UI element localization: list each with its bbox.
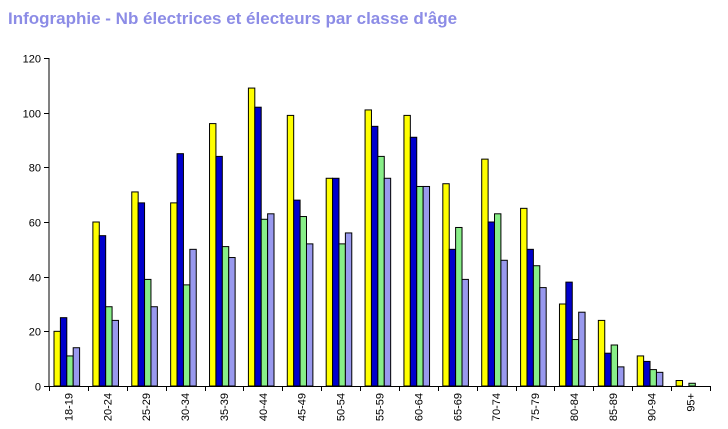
y-tick-label: 100: [23, 109, 41, 121]
bar-55-59-series-4: [383, 177, 392, 387]
bar-85-89-series-1: [597, 319, 606, 387]
bar-35-39-series-4: [228, 257, 236, 387]
bar-70-74-series-2: [487, 221, 496, 387]
bar-18-19-series-4: [72, 347, 81, 387]
bar-35-39-series-3: [221, 246, 230, 387]
bar-85-89-series-2: [604, 352, 612, 387]
bar-65-69-series-1: [442, 183, 450, 387]
x-tick-label-80-84: 80-84: [569, 393, 581, 421]
y-tick-label: 0: [35, 382, 41, 394]
bar-45-49-series-4: [305, 243, 314, 387]
y-tick-label: 80: [29, 163, 41, 175]
bar-60-64-series-3: [416, 185, 424, 387]
bar-55-59-series-2: [370, 125, 379, 387]
bar-55-59-series-3: [377, 155, 385, 387]
bar-18-19-series-2: [59, 317, 68, 387]
bar-60-64-series-4: [422, 185, 431, 387]
bar-35-39-series-2: [215, 155, 223, 387]
bar-75-79-series-3: [532, 265, 541, 387]
bar-50-54-series-2: [332, 177, 340, 387]
x-tick-label-40-44: 40-44: [258, 393, 270, 421]
bar-75-79-series-2: [526, 248, 534, 387]
bar-35-39-series-1: [209, 123, 217, 387]
bar-50-54-series-3: [338, 243, 346, 387]
bar-85-89-series-4: [617, 366, 625, 387]
chart-title: Infographie - Nb électrices et électeurs…: [8, 9, 458, 28]
y-tick-label: 20: [29, 327, 41, 339]
bar-30-34-series-3: [182, 284, 191, 387]
x-tick-label-25-29: 25-29: [141, 393, 153, 421]
bar-75-79-series-1: [520, 207, 528, 387]
bar-70-74-series-1: [481, 158, 489, 387]
x-tick-label-85-89: 85-89: [608, 393, 620, 421]
bar-75-79-series-4: [539, 287, 547, 387]
bar-25-29-series-4: [150, 306, 158, 387]
bar-80-84-series-1: [558, 303, 567, 387]
bar-40-44-series-3: [260, 218, 269, 387]
x-axis-ticks: 18-19 20-24 25-29 30-34 35-39 40-44 45-49 50-54…: [49, 386, 711, 421]
bar-65-69-series-4: [461, 278, 469, 387]
x-tick-label-50-54: 50-54: [336, 393, 348, 421]
bar-80-84-series-3: [571, 339, 580, 387]
bar-80-84-series-4: [578, 311, 586, 387]
bar-60-64-series-1: [403, 114, 411, 387]
x-tick-label-60-64: 60-64: [413, 393, 425, 421]
y-axis-ticks: 0 20 40 60 80 100 120: [23, 54, 49, 394]
x-tick-label-75-79: 75-79: [530, 393, 542, 421]
bar-40-44-series-4: [267, 213, 275, 387]
bar-45-49-series-1: [286, 114, 295, 387]
bar-45-49-series-2: [293, 199, 301, 387]
bar-30-34-series-1: [170, 202, 178, 387]
bar-60-64-series-2: [409, 136, 418, 387]
y-tick-label: 60: [29, 218, 41, 230]
bar-70-74-series-4: [500, 259, 508, 387]
x-tick-label-95+: 95+: [686, 393, 698, 412]
bar-90-94-series-2: [643, 360, 651, 387]
bar-50-54-series-1: [325, 177, 334, 387]
bar-18-19-series-3: [66, 355, 74, 387]
bar-20-24-series-4: [111, 319, 119, 387]
bar-90-94-series-4: [655, 371, 664, 387]
bar-40-44-series-2: [254, 106, 262, 387]
bar-95+-series-1: [675, 380, 684, 387]
bar-40-44-series-1: [247, 87, 256, 387]
bar-20-24-series-2: [98, 235, 107, 387]
bar-20-24-series-1: [92, 221, 100, 387]
bar-70-74-series-3: [494, 213, 502, 387]
bar-30-34-series-2: [176, 153, 184, 387]
bar-25-29-series-3: [144, 278, 152, 387]
x-tick-label-30-34: 30-34: [180, 393, 192, 421]
bar-30-34-series-4: [189, 248, 197, 387]
bar-95+-series-3: [688, 382, 696, 387]
bar-50-54-series-4: [344, 232, 353, 387]
bar-20-24-series-3: [105, 306, 113, 387]
x-tick-label-65-69: 65-69: [452, 393, 464, 421]
bar-55-59-series-1: [364, 109, 372, 387]
bar-25-29-series-1: [131, 191, 139, 387]
x-tick-label-45-49: 45-49: [297, 393, 309, 421]
x-tick-label-18-19: 18-19: [63, 393, 75, 421]
x-tick-label-90-94: 90-94: [647, 393, 659, 421]
bar-65-69-series-2: [448, 248, 457, 387]
y-tick-label: 40: [29, 273, 41, 285]
plot-bars: [53, 87, 696, 387]
bar-85-89-series-3: [610, 344, 619, 387]
bar-25-29-series-2: [137, 202, 146, 387]
bar-80-84-series-2: [565, 281, 573, 387]
bar-90-94-series-1: [636, 355, 645, 387]
y-tick-label: 120: [23, 54, 41, 66]
x-tick-label-20-24: 20-24: [102, 393, 114, 421]
x-tick-label-70-74: 70-74: [491, 393, 503, 421]
x-tick-label-35-39: 35-39: [219, 393, 231, 421]
x-tick-label-55-59: 55-59: [375, 393, 387, 421]
bar-18-19-series-1: [53, 330, 61, 387]
bar-65-69-series-3: [455, 226, 463, 387]
bar-90-94-series-3: [649, 369, 657, 387]
bar-45-49-series-3: [299, 216, 307, 387]
